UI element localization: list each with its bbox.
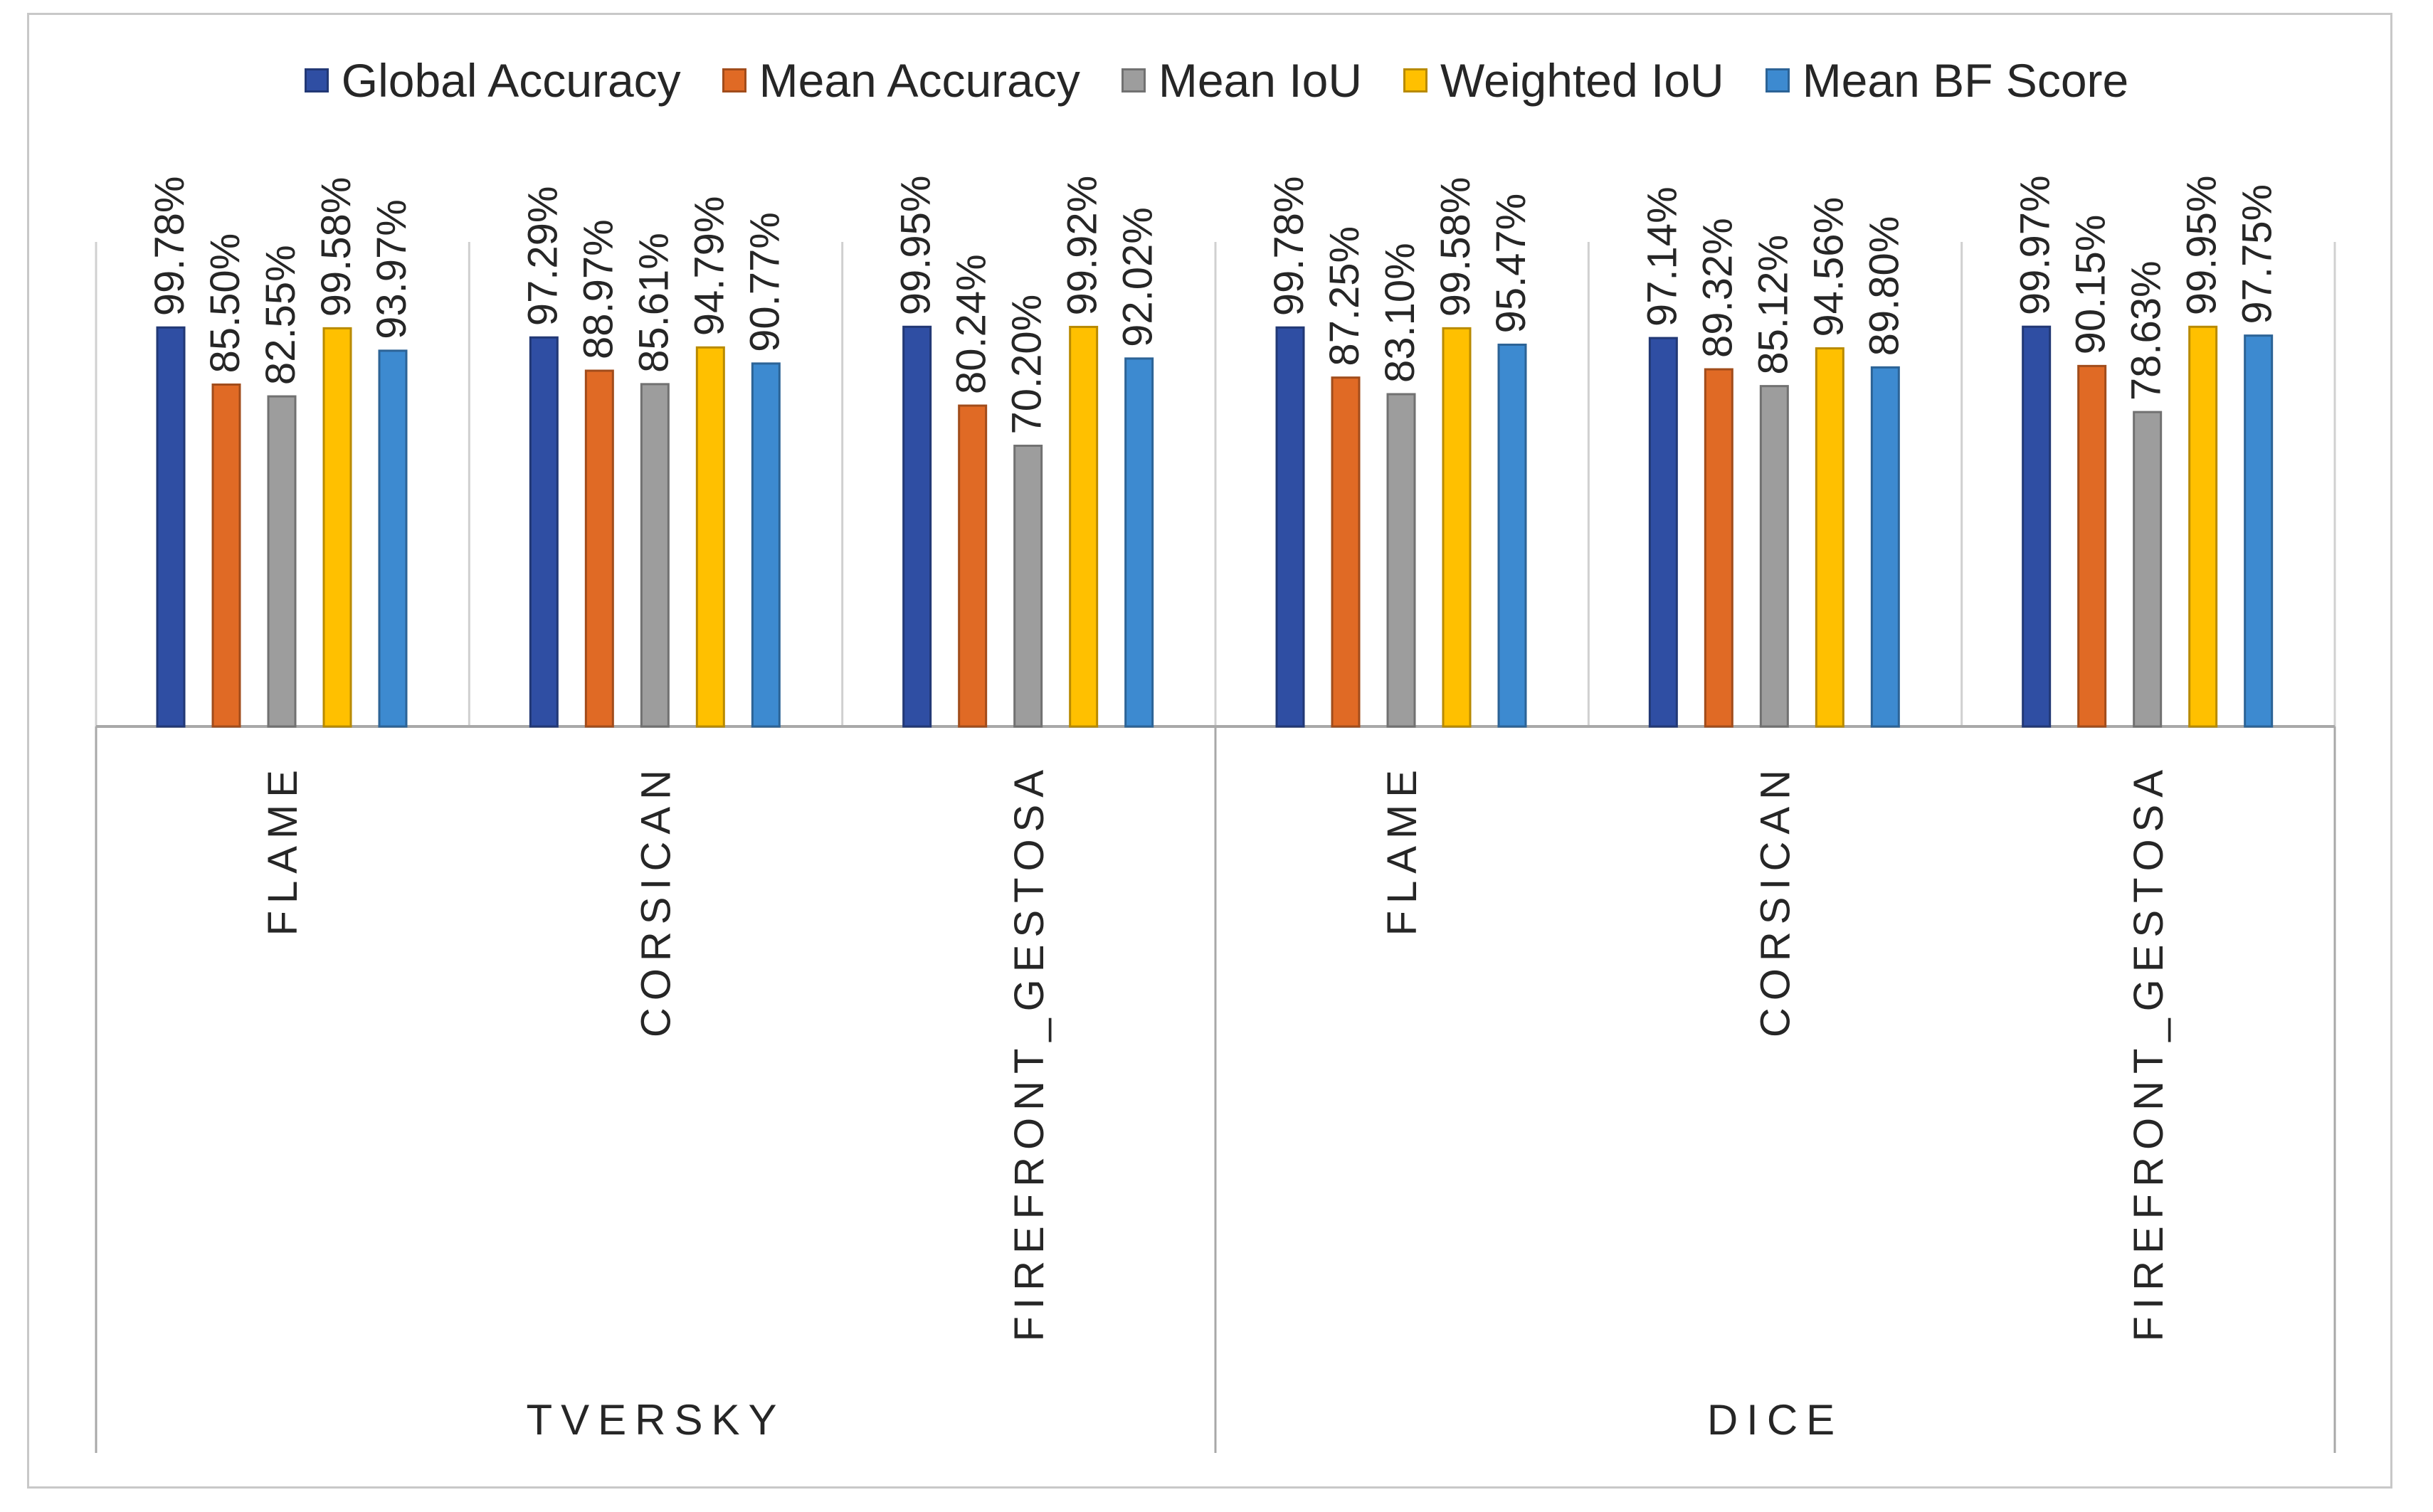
legend-item-global-accuracy: Global Accuracy <box>304 53 681 107</box>
data-label: 87.25% <box>1321 226 1368 366</box>
legend-label: Mean IoU <box>1158 54 1363 107</box>
data-label: 82.55% <box>258 245 304 385</box>
bar-mean-accuracy <box>1704 368 1733 728</box>
bar-mean-iou <box>2133 411 2163 728</box>
bar-mean-iou <box>267 395 297 728</box>
bar-mean-iou <box>1386 393 1416 728</box>
bar-weighted-iou <box>1815 347 1844 728</box>
data-label: 88.97% <box>575 219 621 359</box>
legend-item-mean-bf-score: Mean BF Score <box>1765 53 2129 107</box>
data-label: 97.75% <box>2234 184 2281 324</box>
data-label: 90.77% <box>741 212 788 352</box>
category-label: FIREFRONT_GESTOSA <box>1006 763 1052 1341</box>
data-label: 95.47% <box>1488 194 1534 334</box>
bar-mean-iou <box>640 383 670 728</box>
data-label: 99.78% <box>147 176 193 317</box>
data-label: 78.63% <box>2123 260 2170 401</box>
bar-global-accuracy <box>1648 337 1678 728</box>
legend-swatch <box>304 68 329 92</box>
data-label: 85.61% <box>630 233 677 373</box>
data-label: 93.97% <box>369 199 415 339</box>
data-label: 89.32% <box>1694 218 1741 358</box>
legend-item-mean-accuracy: Mean Accuracy <box>722 53 1080 107</box>
bar-weighted-iou <box>1069 325 1099 728</box>
bar-weighted-iou <box>322 327 352 728</box>
data-label: 89.80% <box>1861 216 1907 356</box>
data-label: 94.79% <box>686 196 732 337</box>
category-label: FLAME <box>260 763 306 936</box>
bar-global-accuracy <box>156 326 186 728</box>
legend-item-mean-iou: Mean IoU <box>1121 53 1362 107</box>
group-label: TVERSKY <box>526 1396 785 1444</box>
bar-mean-bf-score <box>1124 357 1154 728</box>
bar-mean-accuracy <box>211 383 241 728</box>
bar-mean-bf-score <box>751 362 781 728</box>
bar-mean-accuracy <box>584 369 614 728</box>
bar-weighted-iou <box>695 346 725 728</box>
group-label: DICE <box>1707 1396 1843 1444</box>
legend-label: Mean BF Score <box>1802 54 2129 107</box>
legend-item-weighted-iou: Weighted IoU <box>1403 53 1724 107</box>
data-label: 99.58% <box>1432 177 1479 317</box>
legend-swatch <box>1121 68 1146 92</box>
data-label: 97.14% <box>1639 186 1685 327</box>
legend: Global Accuracy Mean Accuracy Mean IoU Weig… <box>0 41 2433 120</box>
data-label: 97.29% <box>519 186 566 327</box>
legend-label: Mean Accuracy <box>759 54 1080 107</box>
bar-mean-iou <box>1759 385 1789 728</box>
data-label: 70.20% <box>1004 295 1050 435</box>
category-label: FIREFRONT_GESTOSA <box>2126 763 2172 1341</box>
legend-label: Weighted IoU <box>1440 54 1724 107</box>
data-label: 94.56% <box>1805 197 1852 337</box>
bar-global-accuracy <box>2022 325 2052 728</box>
bar-global-accuracy <box>529 336 559 728</box>
bar-weighted-iou <box>1442 327 1472 728</box>
bar-mean-accuracy <box>958 404 988 728</box>
data-label: 99.95% <box>2179 176 2225 316</box>
bar-mean-iou <box>1013 444 1043 728</box>
bar-mean-accuracy <box>2077 364 2107 728</box>
category-label: CORSICAN <box>1753 763 1799 1037</box>
data-label: 83.10% <box>1377 243 1423 383</box>
data-label: 99.58% <box>313 177 359 317</box>
bar-mean-accuracy <box>1331 376 1361 728</box>
legend-swatch <box>722 68 746 92</box>
data-label: 85.12% <box>1750 235 1796 375</box>
data-label: 99.78% <box>1266 176 1312 317</box>
bar-mean-bf-score <box>2244 334 2274 728</box>
legend-swatch <box>1765 68 1790 92</box>
data-label: 92.02% <box>1115 207 1161 347</box>
bar-mean-bf-score <box>378 349 408 728</box>
data-label: 99.95% <box>893 176 939 316</box>
data-label: 99.92% <box>1060 176 1106 316</box>
bar-mean-bf-score <box>1497 343 1527 728</box>
bar-global-accuracy <box>902 325 932 728</box>
legend-label: Global Accuracy <box>341 54 681 107</box>
data-label: 90.15% <box>2068 215 2114 355</box>
bar-mean-bf-score <box>1870 366 1900 728</box>
bar-weighted-iou <box>2188 325 2218 728</box>
category-label: FLAME <box>1379 763 1425 936</box>
data-label: 80.24% <box>949 254 995 394</box>
data-label: 85.50% <box>202 233 248 374</box>
category-label: CORSICAN <box>633 763 680 1037</box>
bar-global-accuracy <box>1275 326 1305 728</box>
chart-frame <box>27 13 2392 1489</box>
legend-swatch <box>1403 68 1428 92</box>
data-label: 99.97% <box>2012 175 2059 315</box>
